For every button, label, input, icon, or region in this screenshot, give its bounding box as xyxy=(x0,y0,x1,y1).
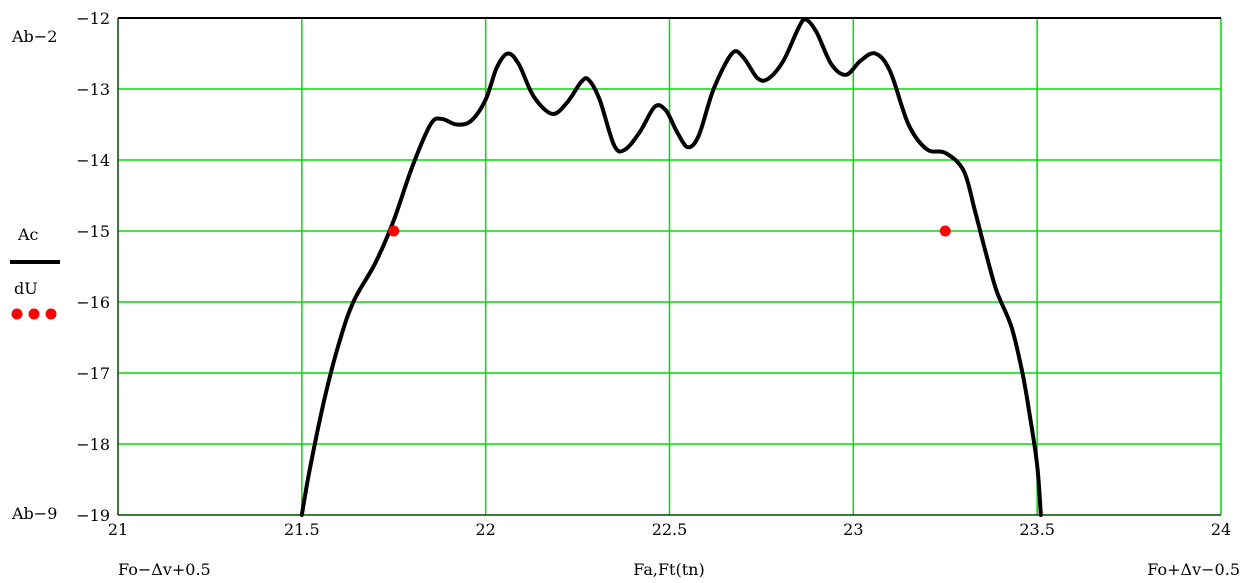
tick-labels: 21 21.5 22 22.5 23 23.5 24 −12 −13 −14 −15 −16 −17 −1… xyxy=(76,9,1231,539)
y-tick-label: −15 xyxy=(76,222,110,241)
y-tick-label: −14 xyxy=(76,151,110,170)
y-min-label: Ab−9 xyxy=(11,504,57,523)
legend-dot-du xyxy=(11,308,23,320)
x-tick-label: 21.5 xyxy=(284,520,320,539)
data-point-du xyxy=(388,225,400,237)
x-max-label: Fo+Δv−0.5 xyxy=(1147,560,1240,579)
legend-dot-du xyxy=(28,308,40,320)
x-tick-label: 23.5 xyxy=(1019,520,1055,539)
x-axis-label: Fa,Ft(tn) xyxy=(633,560,704,579)
x-tick-label: 24 xyxy=(1211,520,1231,539)
legend-dot-du xyxy=(45,308,57,320)
legend-label-ac: Ac xyxy=(17,225,39,244)
data-point-du xyxy=(939,225,951,237)
x-tick-label: 22.5 xyxy=(652,520,688,539)
y-max-label: Ab−2 xyxy=(11,27,57,46)
y-tick-label: −18 xyxy=(76,435,110,454)
y-tick-label: −13 xyxy=(76,80,110,99)
series-line-ac xyxy=(299,17,1043,517)
y-tick-label: −12 xyxy=(76,9,110,28)
x-tick-label: 23 xyxy=(843,520,863,539)
legend: Ac dU xyxy=(10,225,60,320)
x-min-label: Fo−Δv+0.5 xyxy=(118,560,211,579)
y-tick-label: −19 xyxy=(76,506,110,525)
x-tick-label: 21 xyxy=(108,520,128,539)
y-tick-label: −17 xyxy=(76,364,110,383)
legend-label-du: dU xyxy=(14,279,38,298)
series-layer xyxy=(299,17,1043,517)
grid xyxy=(117,17,1222,516)
x-tick-label: 22 xyxy=(475,520,495,539)
y-tick-label: −16 xyxy=(76,293,110,312)
